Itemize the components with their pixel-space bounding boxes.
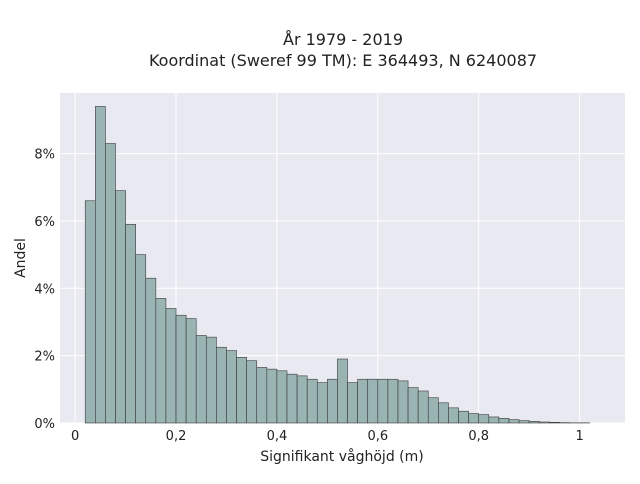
histogram-bar xyxy=(287,374,297,423)
histogram-bar xyxy=(388,379,398,423)
y-tick-label: 4% xyxy=(34,282,55,297)
histogram-bar xyxy=(509,420,519,423)
x-tick-label: 0,6 xyxy=(367,429,388,444)
histogram-bar xyxy=(126,224,136,423)
histogram-bar xyxy=(257,367,267,423)
x-tick-label: 0 xyxy=(71,429,79,444)
histogram-bar xyxy=(166,309,176,423)
histogram-bar xyxy=(156,298,166,423)
y-tick-label: 8% xyxy=(34,148,55,163)
histogram-bar xyxy=(499,418,509,423)
histogram-bar xyxy=(307,379,317,423)
histogram-bar xyxy=(368,379,378,423)
chart-title-line-1: År 1979 - 2019 xyxy=(283,30,403,49)
histogram-bar xyxy=(206,337,216,423)
chart-title-line-2: Koordinat (Sweref 99 TM): E 364493, N 62… xyxy=(149,51,537,70)
histogram-bar xyxy=(277,371,287,423)
histogram-bar xyxy=(358,379,368,423)
histogram-bar xyxy=(216,347,226,423)
histogram-bar xyxy=(529,421,539,423)
histogram-bar xyxy=(327,379,337,423)
histogram-bar xyxy=(186,319,196,423)
histogram-bar xyxy=(348,383,358,423)
y-tick-label: 6% xyxy=(34,215,55,230)
x-tick-label: 1 xyxy=(575,429,583,444)
histogram-bar xyxy=(378,379,388,423)
histogram-bar xyxy=(226,351,236,423)
histogram-bar xyxy=(469,414,479,423)
histogram-bar xyxy=(267,369,277,423)
histogram-bar xyxy=(549,422,559,423)
histogram-bar xyxy=(297,376,307,423)
x-axis-label: Signifikant våghöjd (m) xyxy=(260,448,423,465)
histogram-bar xyxy=(196,335,206,423)
histogram-bar xyxy=(146,278,156,423)
histogram-bar xyxy=(408,388,418,423)
histogram-bar xyxy=(115,191,125,423)
histogram-bar xyxy=(247,361,257,423)
histogram-bar xyxy=(317,383,327,423)
histogram-bar xyxy=(489,417,499,423)
histogram-bar xyxy=(418,391,428,423)
histogram-bar xyxy=(136,255,146,423)
histogram-bar xyxy=(176,315,186,423)
histogram-bar xyxy=(337,359,347,423)
histogram-bar xyxy=(428,398,438,423)
y-tick-label: 2% xyxy=(34,350,55,365)
x-axis-ticks: 0 0,2 0,4 0,6 0,8 1 xyxy=(71,429,584,444)
x-tick-label: 0,4 xyxy=(267,429,288,444)
histogram-bar xyxy=(85,201,95,423)
y-axis-label: Andel xyxy=(13,238,29,278)
histogram-bar xyxy=(438,403,448,423)
x-tick-label: 0,8 xyxy=(468,429,489,444)
histogram-bar xyxy=(237,357,247,423)
histogram-bar xyxy=(519,421,529,423)
histogram-bar xyxy=(398,381,408,423)
histogram-bar xyxy=(105,144,115,423)
histogram-bar xyxy=(459,411,469,423)
histogram-bar xyxy=(539,422,549,423)
histogram-bar xyxy=(95,106,105,423)
y-tick-label: 0% xyxy=(34,417,55,432)
x-tick-label: 0,2 xyxy=(166,429,187,444)
histogram-bar xyxy=(448,408,458,423)
histogram-bar xyxy=(479,415,489,423)
y-axis-ticks: 0% 2% 4% 6% 8% xyxy=(34,148,55,432)
